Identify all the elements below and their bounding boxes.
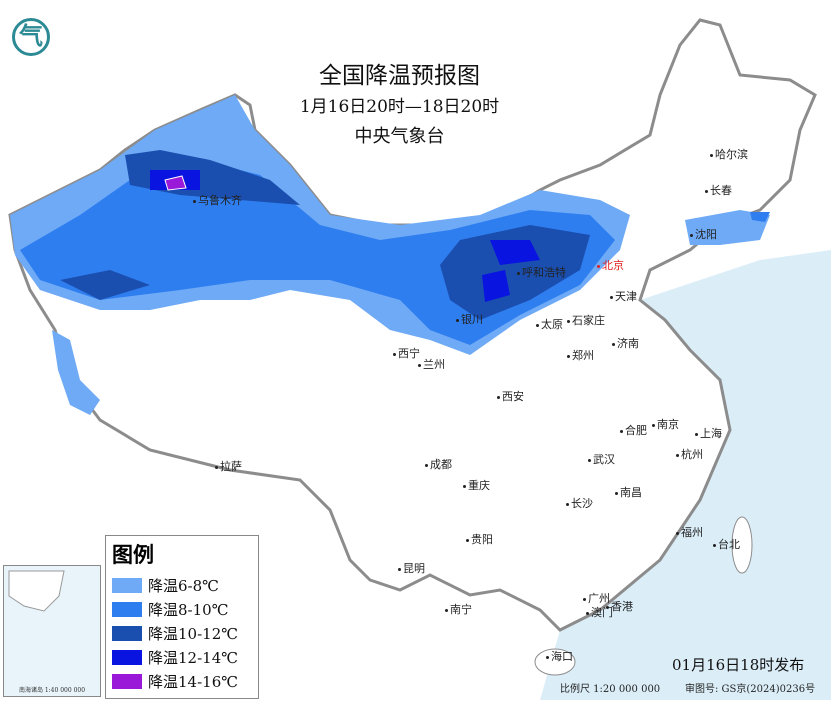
city-label: 沈阳 bbox=[690, 226, 717, 242]
review-number: 审图号: GS京(2024)0236号 bbox=[685, 684, 816, 695]
legend-swatch bbox=[112, 673, 142, 689]
city-label: 呼和浩特 bbox=[517, 264, 566, 280]
map-scale: 比例尺 1:20 000 000 bbox=[560, 684, 661, 695]
city-label: 乌鲁木齐 bbox=[193, 192, 242, 208]
cooling-6-8-tibet bbox=[52, 330, 100, 415]
issuer: 中央气象台 bbox=[354, 126, 445, 147]
legend-label: 降温6-8℃ bbox=[148, 576, 219, 595]
legend-label: 降温12-14℃ bbox=[148, 648, 239, 667]
issue-time: 01月16日18时发布 bbox=[672, 656, 805, 674]
city-label: 昆明 bbox=[398, 560, 425, 576]
legend-label: 降温14-16℃ bbox=[148, 672, 239, 691]
legend-swatch bbox=[112, 625, 142, 641]
forecast-period: 1月16日20时—18日20时 bbox=[299, 97, 500, 117]
cooling-8-10-east bbox=[750, 212, 770, 222]
cooling-10-12 bbox=[125, 150, 300, 205]
city-label: 西宁 bbox=[393, 345, 420, 361]
city-label: 台北 bbox=[713, 536, 740, 552]
city-label: 哈尔滨 bbox=[710, 146, 748, 162]
south-china-sea-inset: 南海诸岛 1:40 000 000 bbox=[3, 565, 101, 697]
city-label: 拉萨 bbox=[215, 458, 242, 474]
city-label: 杭州 bbox=[676, 446, 703, 462]
city-label: 香港 bbox=[606, 598, 633, 614]
city-label: 广州 bbox=[583, 590, 610, 606]
city-label: 长沙 bbox=[566, 495, 593, 511]
legend-item: 降温6-8℃ bbox=[112, 573, 258, 597]
city-label: 成都 bbox=[425, 456, 452, 472]
legend-swatch bbox=[112, 577, 142, 593]
city-label: 上海 bbox=[695, 425, 722, 441]
city-label: 武汉 bbox=[588, 451, 615, 467]
legend-item: 降温14-16℃ bbox=[112, 669, 258, 693]
city-label: 太原 bbox=[536, 316, 563, 332]
legend-swatch bbox=[112, 601, 142, 617]
city-label: 天津 bbox=[610, 288, 637, 304]
city-label: 济南 bbox=[612, 335, 639, 351]
city-label: 银川 bbox=[456, 311, 483, 327]
cooling-12-14-b bbox=[482, 270, 510, 302]
legend-label: 降温10-12℃ bbox=[148, 624, 239, 643]
city-label: 重庆 bbox=[463, 477, 490, 493]
legend-swatch bbox=[112, 649, 142, 665]
inset-map bbox=[8, 570, 65, 612]
cooling-12-14 bbox=[490, 240, 540, 265]
city-label: 南昌 bbox=[615, 484, 642, 500]
legend-item: 降温8-10℃ bbox=[112, 597, 258, 621]
map-title: 全国降温预报图 bbox=[319, 63, 480, 89]
cooling-10-12-c bbox=[60, 270, 150, 300]
city-label: 西安 bbox=[497, 388, 524, 404]
city-label: 郑州 bbox=[567, 347, 594, 363]
legend-item: 降温10-12℃ bbox=[112, 621, 258, 645]
city-label: 福州 bbox=[676, 524, 703, 540]
cooling-14-16 bbox=[164, 175, 187, 191]
city-label: 合肥 bbox=[620, 422, 647, 438]
cma-logo: 气 bbox=[12, 18, 50, 56]
legend: 图例 降温6-8℃ 降温8-10℃ 降温10-12℃ 降温12-14℃ 降温14… bbox=[105, 535, 259, 699]
city-label: 长春 bbox=[705, 182, 732, 198]
city-label: 石家庄 bbox=[567, 312, 605, 328]
legend-title: 图例 bbox=[112, 543, 154, 567]
city-label: 贵阳 bbox=[466, 531, 493, 547]
city-label: 南京 bbox=[652, 416, 679, 432]
sea bbox=[540, 250, 831, 700]
city-label-capital: 北京 bbox=[597, 257, 624, 273]
city-label: 海口 bbox=[546, 648, 573, 664]
legend-label: 降温8-10℃ bbox=[148, 600, 229, 619]
inset-caption: 南海诸岛 1:40 000 000 bbox=[18, 687, 86, 694]
cooling-10-12-b bbox=[440, 225, 590, 320]
city-label: 南宁 bbox=[445, 601, 472, 617]
legend-item: 降温12-14℃ bbox=[112, 645, 258, 669]
city-label: 兰州 bbox=[418, 356, 445, 372]
